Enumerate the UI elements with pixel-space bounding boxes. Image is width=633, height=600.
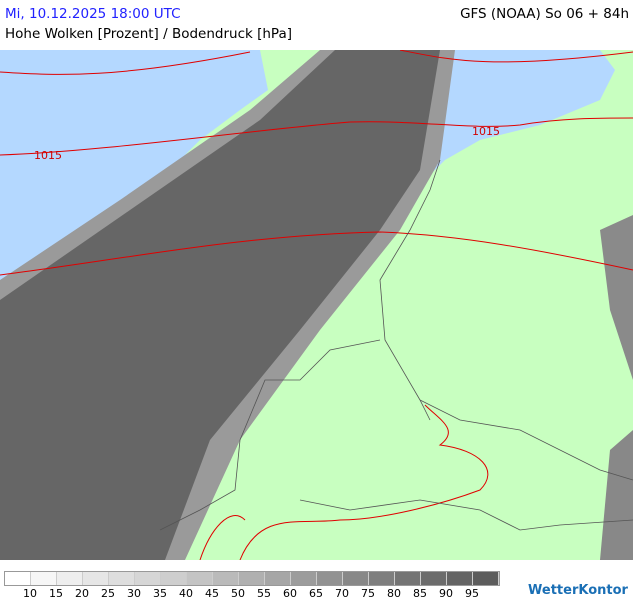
legend-label: 80: [387, 587, 401, 600]
wetterkontor-logo: WetterKontor: [528, 583, 628, 598]
legend-swatch: [291, 572, 317, 585]
legend-label: 30: [127, 587, 141, 600]
cloud-southeast: [600, 430, 633, 560]
legend-swatch: [161, 572, 187, 585]
legend-label: 75: [361, 587, 375, 600]
legend-label: 15: [49, 587, 63, 600]
weather-map: 1015 1015: [0, 50, 633, 560]
legend-swatch: [187, 572, 213, 585]
legend-label: 90: [439, 587, 453, 600]
isobar-label: 1015: [472, 125, 500, 138]
legend-label: 25: [101, 587, 115, 600]
legend-swatch: [57, 572, 83, 585]
legend-swatch: [265, 572, 291, 585]
isobar-label: 1015: [34, 149, 62, 162]
legend-label: 85: [413, 587, 427, 600]
legend-swatch: [31, 572, 57, 585]
isobar-1015-b: [0, 231, 633, 276]
cloud-east: [600, 215, 633, 380]
legend-label: 70: [335, 587, 349, 600]
legend-swatch: [473, 572, 499, 585]
country-borders: [159, 159, 633, 531]
model-run: GFS (NOAA) So 06 + 84h: [460, 6, 629, 22]
isobar-north: [0, 50, 633, 75]
legend-swatch: [369, 572, 395, 585]
legend-label: 45: [205, 587, 219, 600]
legend-swatch: [239, 572, 265, 585]
legend-label: 10: [23, 587, 37, 600]
map-subtitle: Hohe Wolken [Prozent] / Bodendruck [hPa]: [5, 26, 293, 42]
legend-label: 55: [257, 587, 271, 600]
isobars: [0, 50, 633, 560]
isobar-1015-a: [0, 117, 633, 156]
legend-swatch: [317, 572, 343, 585]
legend-swatch: [421, 572, 447, 585]
legend-label: 35: [153, 587, 167, 600]
legend-label: 50: [231, 587, 245, 600]
legend-swatch: [5, 572, 31, 585]
cloud-band: [0, 50, 440, 560]
legend-label: 95: [465, 587, 479, 600]
legend-label: 40: [179, 587, 193, 600]
legend-swatch: [109, 572, 135, 585]
forecast-datetime: Mi, 10.12.2025 18:00 UTC: [5, 6, 181, 22]
legend-label: 60: [283, 587, 297, 600]
legend-swatch: [447, 572, 473, 585]
legend-swatch: [395, 572, 421, 585]
legend-swatch: [343, 572, 369, 585]
legend-swatch: [213, 572, 239, 585]
legend-label: 65: [309, 587, 323, 600]
isobar-south: [199, 404, 489, 560]
color-legend: [4, 571, 500, 586]
legend-label: 20: [75, 587, 89, 600]
legend-swatch: [83, 572, 109, 585]
legend-swatch: [135, 572, 161, 585]
